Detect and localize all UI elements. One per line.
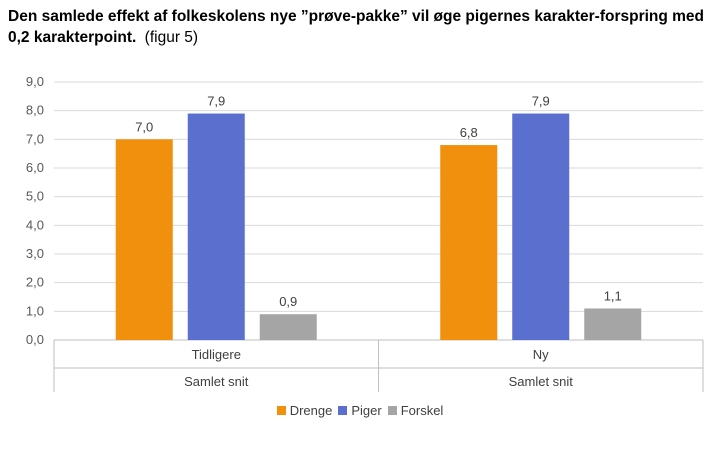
legend-label: Forskel (400, 403, 444, 418)
y-tick-label: 8,0 (26, 103, 44, 118)
y-tick-label: 5,0 (26, 189, 44, 204)
bar-drenge (115, 139, 173, 340)
legend-swatch (338, 406, 348, 415)
legend-label: Drenge (289, 403, 333, 418)
bar-forskel (259, 314, 317, 340)
bar-piger (187, 113, 245, 341)
data-label: 1,1 (604, 288, 622, 303)
data-label: 7,9 (532, 94, 550, 109)
legend-item: Piger (338, 403, 382, 418)
chart-title-note: (figur 5) (144, 29, 199, 46)
data-label: 0,9 (279, 294, 297, 309)
group-label: Samlet snit (184, 374, 249, 389)
y-tick-label: 6,0 (26, 160, 44, 175)
y-tick-label: 3,0 (26, 246, 44, 261)
bar-drenge (440, 145, 498, 340)
y-tick-label: 2,0 (26, 275, 44, 290)
group-label: Samlet snit (509, 374, 574, 389)
y-tick-label: 7,0 (26, 131, 44, 146)
legend: Drenge Piger Forskel (0, 403, 720, 418)
category-label: Tidligere (192, 347, 241, 362)
y-tick-label: 0,0 (26, 332, 44, 347)
y-tick-label: 9,0 (26, 74, 44, 89)
legend-label: Piger (351, 403, 382, 418)
data-label: 6,8 (460, 125, 478, 140)
legend-swatch (387, 406, 397, 415)
data-label: 7,0 (135, 119, 153, 134)
y-tick-label: 4,0 (26, 217, 44, 232)
data-label: 7,9 (207, 94, 225, 109)
category-label: Ny (533, 347, 549, 362)
bar-piger (512, 113, 570, 341)
chart-title-main: Den samlede effekt af folkeskolens nye ”… (8, 8, 705, 46)
bar-forskel (584, 308, 642, 340)
legend-swatch (276, 406, 286, 415)
legend-item: Forskel (387, 403, 444, 418)
y-tick-label: 1,0 (26, 303, 44, 318)
chart-title: Den samlede effekt af folkeskolens nye ”… (8, 6, 714, 48)
legend-item: Drenge (276, 403, 333, 418)
